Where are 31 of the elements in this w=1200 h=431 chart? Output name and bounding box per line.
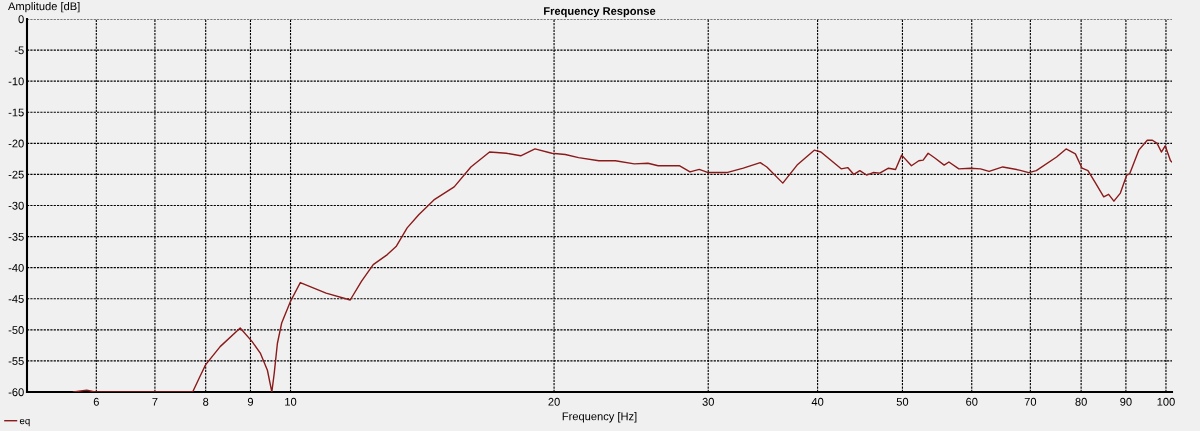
x-tick-label: 9: [247, 397, 254, 406]
y-tick-label: -10: [8, 77, 24, 86]
y-tick-label: -15: [8, 108, 24, 117]
x-tick-label: 90: [1120, 397, 1132, 406]
x-tick-label: 8: [203, 397, 209, 406]
y-tick-label: -60: [8, 388, 24, 397]
x-tick-label: 40: [811, 397, 824, 406]
y-tick-label: -20: [8, 139, 24, 148]
x-tick-label: 80: [1075, 397, 1087, 406]
x-axis-title: Frequency [Hz]: [562, 412, 637, 423]
x-tick-label: 10: [285, 397, 297, 406]
y-tick-label: -5: [14, 46, 24, 55]
y-tick-label: -25: [8, 170, 24, 179]
y-tick-label: -40: [8, 263, 24, 272]
y-axis-title: Amplitude [dB]: [8, 2, 80, 13]
x-tick-label: 6: [93, 397, 99, 406]
x-tick-label: 70: [1024, 397, 1037, 406]
y-tick-label: -50: [8, 326, 24, 334]
legend-label: eq: [19, 418, 30, 427]
chart-title: Frequency Response: [544, 7, 656, 18]
y-tick-label: -55: [8, 357, 24, 366]
y-tick-label: 0: [18, 15, 24, 24]
y-tick-label: -45: [8, 295, 24, 303]
x-tick-label: 50: [896, 397, 909, 406]
x-tick-label: 60: [966, 397, 978, 406]
x-tick-label: 30: [702, 397, 714, 406]
y-tick-label: -30: [8, 201, 24, 210]
y-tick-label: -35: [8, 232, 24, 241]
x-tick-label: 7: [152, 397, 158, 406]
x-tick-label: 20: [548, 397, 560, 406]
x-tick-label: 100: [1157, 397, 1175, 406]
